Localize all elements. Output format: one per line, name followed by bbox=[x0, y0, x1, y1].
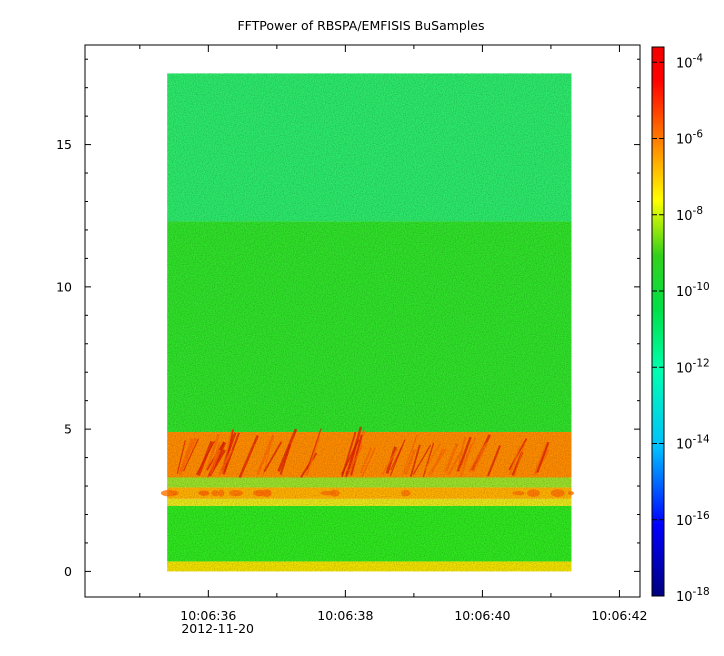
y-tick-label: 15 bbox=[56, 137, 72, 152]
plot-frame bbox=[84, 44, 641, 598]
x-tick-label: 10:06:42 bbox=[591, 608, 647, 623]
cbar-tick-label: 10-18 bbox=[676, 586, 710, 605]
y-axis: 0 5 10 15 bbox=[56, 58, 640, 579]
colorbar-ticks: 10-18 10-16 10-14 10-12 10-10 10-8 10-6 10-4 bbox=[652, 52, 710, 605]
cbar-tick-label: 10-16 bbox=[676, 510, 710, 529]
y-tick-label: 0 bbox=[64, 564, 72, 579]
chart-title: FFTPower of RBSPA/EMFISIS BuSamples bbox=[237, 18, 484, 33]
y-tick-label: 10 bbox=[56, 279, 72, 294]
y-tick-label: 5 bbox=[64, 422, 72, 437]
cbar-tick-label: 10-6 bbox=[676, 129, 703, 148]
colorbar-gradient bbox=[651, 46, 665, 597]
colorbar: 10-18 10-16 10-14 10-12 10-10 10-8 10-6 10-4 bbox=[651, 46, 710, 605]
x-tick-label: 10:06:36 bbox=[180, 608, 236, 623]
x-tick-label: 10:06:38 bbox=[317, 608, 373, 623]
x-axis: 10:06:36 10:06:38 10:06:40 10:06:42 bbox=[139, 45, 648, 623]
cbar-tick-label: 10-12 bbox=[676, 357, 710, 376]
cbar-tick-label: 10-10 bbox=[676, 281, 710, 300]
cbar-tick-label: 10-14 bbox=[676, 434, 710, 453]
x-date-label: 2012-11-20 bbox=[181, 621, 254, 636]
plot-area bbox=[160, 73, 574, 572]
cbar-tick-label: 10-4 bbox=[676, 52, 703, 71]
noise-texture bbox=[167, 73, 572, 572]
cbar-tick-label: 10-8 bbox=[676, 205, 703, 224]
x-tick-label: 10:06:40 bbox=[454, 608, 510, 623]
